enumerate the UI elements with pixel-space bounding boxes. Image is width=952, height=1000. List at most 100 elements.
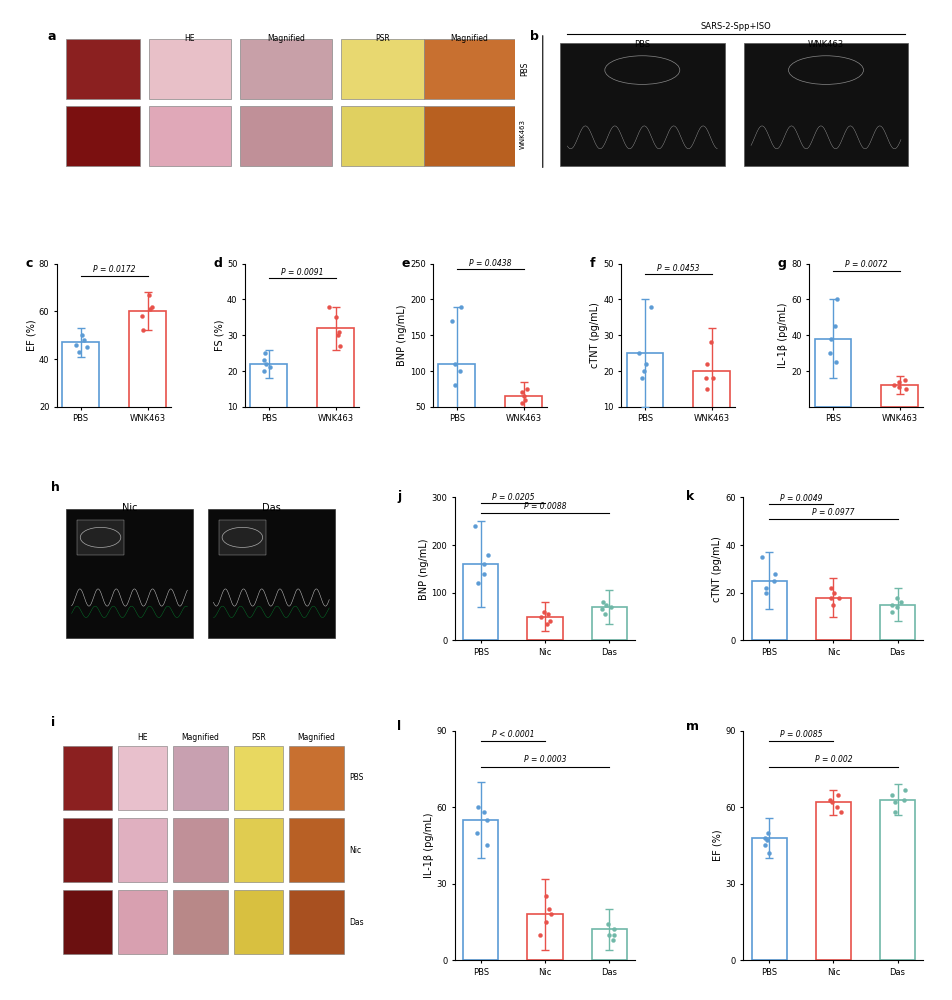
Point: [898, 372, 913, 388]
Bar: [591, 929, 626, 960]
Text: g: g: [778, 257, 786, 270]
Point: [258, 345, 273, 361]
Text: Magnified: Magnified: [450, 34, 488, 43]
Text: a: a: [48, 30, 56, 43]
Y-axis label: EF (%): EF (%): [26, 319, 36, 351]
Point: [263, 359, 278, 375]
Point: [447, 377, 463, 393]
Point: [760, 825, 775, 841]
Point: [766, 573, 782, 589]
Text: P = 0.0205: P = 0.0205: [491, 493, 534, 502]
Point: [896, 792, 911, 808]
Point: [515, 395, 530, 411]
Bar: [439, 364, 475, 443]
FancyBboxPatch shape: [63, 746, 112, 810]
Point: [632, 345, 647, 361]
Point: [76, 332, 91, 348]
Bar: [816, 598, 851, 640]
FancyBboxPatch shape: [67, 106, 140, 166]
Text: P = 0.0072: P = 0.0072: [845, 260, 887, 269]
Point: [256, 363, 271, 379]
Point: [538, 914, 553, 930]
Point: [544, 906, 559, 922]
Point: [328, 309, 344, 325]
FancyBboxPatch shape: [219, 520, 266, 555]
Bar: [880, 605, 915, 640]
Point: [536, 604, 551, 620]
Point: [595, 594, 610, 610]
Point: [705, 370, 721, 386]
FancyBboxPatch shape: [77, 520, 124, 555]
Y-axis label: IL-1β (pg/mL): IL-1β (pg/mL): [779, 302, 788, 368]
Point: [518, 392, 533, 408]
Point: [333, 338, 348, 354]
Point: [322, 299, 337, 315]
Bar: [815, 339, 851, 407]
Point: [644, 299, 659, 315]
Text: P = 0.0091: P = 0.0091: [281, 268, 324, 277]
FancyBboxPatch shape: [173, 890, 228, 954]
Bar: [317, 328, 354, 443]
Point: [598, 606, 613, 622]
FancyBboxPatch shape: [118, 746, 168, 810]
Text: P = 0.0977: P = 0.0977: [812, 508, 855, 517]
FancyBboxPatch shape: [149, 39, 231, 99]
Point: [887, 804, 902, 820]
Bar: [591, 607, 626, 640]
Text: i: i: [51, 716, 55, 729]
Point: [143, 301, 158, 317]
Point: [602, 927, 617, 943]
Point: [889, 590, 904, 606]
Point: [601, 916, 616, 932]
Text: P = 0.0438: P = 0.0438: [469, 259, 511, 268]
Bar: [880, 800, 915, 960]
Point: [638, 356, 653, 372]
Point: [135, 322, 150, 338]
Point: [699, 356, 714, 372]
FancyBboxPatch shape: [341, 39, 424, 99]
Text: HE: HE: [185, 34, 195, 43]
Bar: [527, 617, 563, 640]
FancyBboxPatch shape: [208, 509, 335, 638]
Point: [605, 932, 620, 948]
Point: [471, 575, 486, 591]
Point: [823, 331, 838, 347]
Point: [700, 381, 715, 397]
Point: [887, 794, 902, 810]
Point: [519, 381, 534, 397]
Y-axis label: IL-1β (pg/mL): IL-1β (pg/mL): [424, 813, 434, 878]
Bar: [527, 914, 563, 960]
Point: [469, 825, 485, 841]
Text: f: f: [589, 257, 595, 270]
Point: [541, 606, 556, 622]
FancyBboxPatch shape: [744, 43, 908, 166]
FancyBboxPatch shape: [118, 818, 168, 882]
Text: SARS-2-Spp+ISO: SARS-2-Spp+ISO: [701, 22, 771, 31]
Point: [79, 339, 94, 355]
Point: [470, 799, 486, 815]
Text: c: c: [25, 257, 32, 270]
Text: WNK463: WNK463: [520, 119, 526, 149]
Point: [539, 888, 554, 904]
Text: WNK463: WNK463: [808, 40, 844, 49]
Text: P = 0.0172: P = 0.0172: [93, 265, 135, 274]
Text: e: e: [402, 257, 410, 270]
Point: [823, 580, 839, 596]
Point: [892, 379, 907, 395]
Point: [758, 837, 773, 853]
Point: [891, 374, 906, 390]
Point: [452, 363, 467, 379]
Text: Magnified: Magnified: [182, 733, 219, 742]
Point: [827, 318, 843, 334]
Text: HE: HE: [137, 733, 148, 742]
Point: [886, 377, 902, 393]
Bar: [463, 820, 499, 960]
Point: [758, 580, 773, 596]
Bar: [751, 581, 786, 640]
FancyBboxPatch shape: [149, 106, 231, 166]
Point: [884, 604, 900, 620]
Bar: [626, 353, 664, 443]
FancyBboxPatch shape: [233, 746, 283, 810]
FancyBboxPatch shape: [240, 39, 332, 99]
Point: [331, 324, 347, 340]
